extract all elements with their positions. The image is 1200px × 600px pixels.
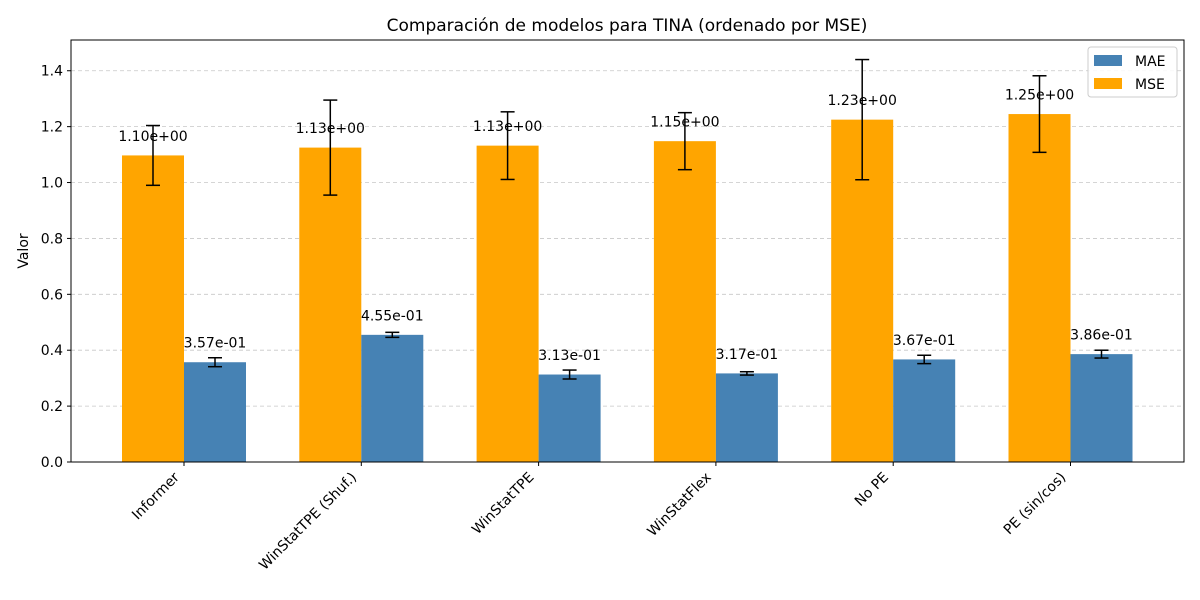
bar-mae	[1070, 354, 1133, 462]
y-axis: 0.0 0.2 0.4 0.6 0.8 1.0 1.2 1.4	[41, 64, 71, 471]
bar-value-label: 1.13e+00	[473, 119, 542, 135]
bar-value-labels: 1.10e+00 1.13e+00 1.13e+00 1.15e+00 1.23e+00…	[118, 88, 1133, 364]
bar-value-label: 1.23e+00	[828, 93, 897, 109]
bar-value-label: 3.17e-01	[716, 347, 779, 363]
x-tick-label: WinStatTPE	[469, 470, 537, 538]
y-axis-label: Valor	[16, 233, 32, 269]
y-tick-label: 0.0	[41, 455, 63, 471]
bar-mse	[1008, 114, 1071, 462]
bar-mae	[715, 373, 778, 462]
bar-mae	[184, 362, 246, 462]
bars	[122, 114, 1133, 463]
legend-label-mse: MSE	[1135, 77, 1165, 93]
bar-mse	[299, 147, 362, 463]
bar-value-label: 4.55e-01	[361, 308, 424, 324]
bar-mse	[653, 141, 716, 462]
chart-title: Comparación de modelos para TINA (ordena…	[387, 16, 868, 36]
legend-label-mae: MAE	[1135, 54, 1166, 70]
y-tick-label: 1.2	[41, 120, 63, 136]
bar-value-label: 1.10e+00	[118, 129, 187, 145]
bar-value-label: 3.86e-01	[1070, 328, 1133, 344]
y-tick-label: 1.0	[41, 176, 63, 192]
bar-mse	[476, 145, 539, 462]
plot-frame	[70, 39, 1185, 463]
bar-mae	[893, 359, 956, 462]
bar-value-label: 1.13e+00	[296, 121, 365, 137]
x-tick-label: Informer	[129, 469, 183, 523]
x-tick-label: WinStatFlex	[644, 470, 714, 540]
legend-swatch-mae	[1094, 55, 1122, 66]
bar-mae	[538, 374, 601, 462]
legend-swatch-mse	[1094, 78, 1122, 89]
legend[interactable]: MAE MSE	[1087, 46, 1178, 98]
bar-value-label: 3.57e-01	[184, 336, 247, 352]
grid-lines	[71, 70, 1184, 407]
y-tick-label: 0.2	[41, 399, 63, 415]
error-bars	[146, 58, 1109, 380]
bar-value-label: 3.67e-01	[893, 333, 956, 349]
bar-mae	[361, 334, 424, 462]
bar-value-label: 1.25e+00	[1005, 88, 1074, 104]
x-tick-label: PE (sin/cos)	[1001, 470, 1070, 539]
bar-value-label: 3.13e-01	[538, 348, 601, 364]
x-axis: Informer WinStatTPE (Shuf.) WinStatTPE WinS…	[129, 462, 1071, 574]
x-tick-label: No PE	[852, 470, 892, 510]
y-tick-label: 1.4	[41, 64, 63, 80]
y-tick-label: 0.8	[41, 231, 63, 247]
bar-value-label: 1.15e+00	[650, 115, 719, 131]
y-tick-label: 0.6	[41, 287, 63, 303]
y-tick-label: 0.4	[41, 343, 63, 359]
bar-mse	[122, 155, 184, 462]
x-tick-label: WinStatTPE (Shuf.)	[256, 470, 360, 574]
